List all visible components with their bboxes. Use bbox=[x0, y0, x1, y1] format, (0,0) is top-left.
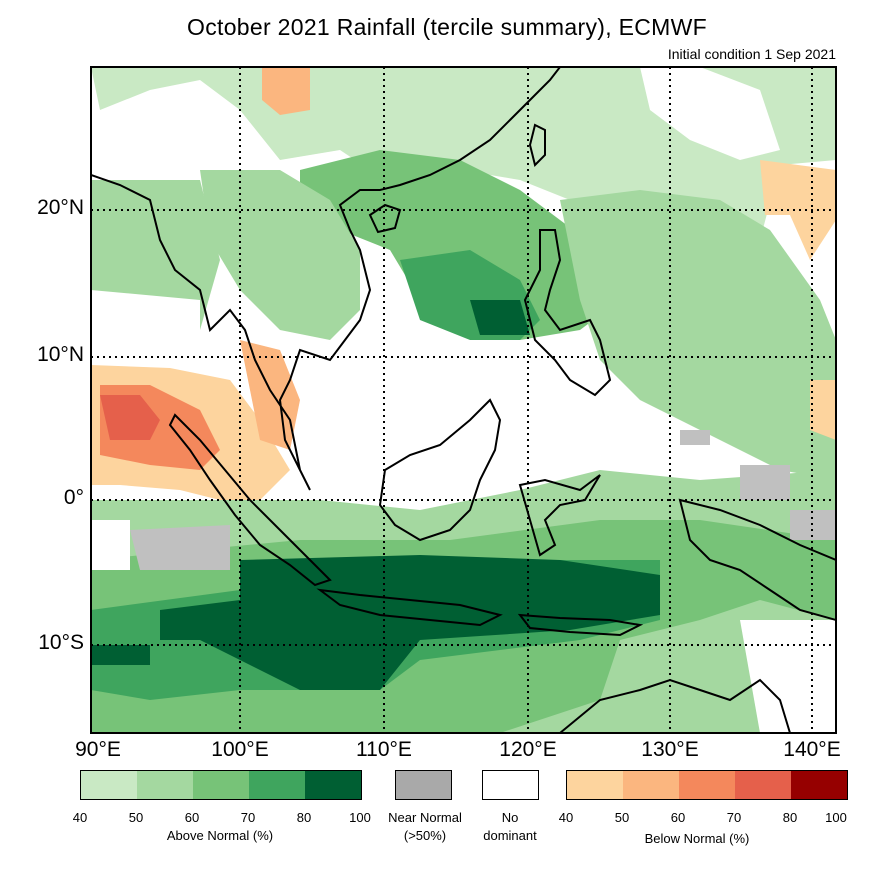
legend-above-cell-60 bbox=[193, 771, 249, 799]
field-orange-north bbox=[262, 67, 310, 115]
field-white-north bbox=[640, 67, 780, 160]
legend-above-tick: 70 bbox=[240, 810, 256, 825]
legend-below-cell-70 bbox=[735, 771, 791, 799]
legend-above-tick: 40 bbox=[72, 810, 88, 825]
legend-above-tick: 100 bbox=[349, 810, 371, 825]
lon-label-130e: 130°E bbox=[641, 738, 699, 761]
legend-below-colorbar bbox=[566, 770, 848, 800]
legend-below-cell-40 bbox=[567, 771, 623, 799]
legend-above-tick: 60 bbox=[184, 810, 200, 825]
field-white-west bbox=[91, 290, 200, 350]
field-grey-1 bbox=[130, 525, 230, 570]
lat-label-20n: 20°N bbox=[37, 196, 84, 219]
legend-near-caption-1: Near Normal bbox=[388, 810, 462, 825]
field-orange-malaya bbox=[240, 340, 300, 450]
legend-none-caption-1: No bbox=[501, 810, 519, 825]
legend-above-colorbar bbox=[80, 770, 362, 800]
legend-below-tick: 100 bbox=[825, 810, 847, 825]
field-south-dark bbox=[160, 555, 660, 690]
legend-below-tick: 40 bbox=[558, 810, 574, 825]
lon-label-110e: 110°E bbox=[356, 738, 412, 761]
lon-label-90e: 90°E bbox=[75, 738, 121, 761]
legend-above-tick: 50 bbox=[128, 810, 144, 825]
legend-below-tick: 80 bbox=[782, 810, 798, 825]
legend-above-tick: 80 bbox=[296, 810, 312, 825]
field-east-green bbox=[560, 190, 836, 480]
lat-label-10s: 10°S bbox=[38, 631, 84, 654]
legend-above-cell-50 bbox=[137, 771, 193, 799]
field-white-sw bbox=[91, 520, 130, 570]
legend-below-cell-80 bbox=[791, 771, 847, 799]
legend-above-cell-40 bbox=[81, 771, 137, 799]
legend-below-tick: 70 bbox=[726, 810, 742, 825]
field-orange-west-3 bbox=[100, 395, 160, 440]
legend-none-swatch bbox=[482, 770, 539, 800]
lon-label-100e: 100°E bbox=[211, 738, 269, 761]
map-subtitle: Initial condition 1 Sep 2021 bbox=[667, 46, 836, 62]
legend-below-cell-60 bbox=[679, 771, 735, 799]
field-north-green-2 bbox=[300, 150, 620, 340]
legend-below-caption: Below Normal (%) bbox=[644, 831, 750, 846]
coastlines bbox=[91, 67, 836, 733]
map-frame bbox=[90, 66, 837, 734]
field-orange-east bbox=[760, 160, 836, 260]
legend-above-cell-70 bbox=[249, 771, 305, 799]
legend-above-caption: Above Normal (%) bbox=[166, 828, 274, 843]
field-white-center bbox=[300, 340, 500, 480]
field-scs-dark bbox=[470, 300, 530, 335]
legend-below-tick: 60 bbox=[670, 810, 686, 825]
field-grey-2 bbox=[740, 465, 790, 500]
lat-label-10n: 10°N bbox=[37, 343, 84, 366]
legend-near-swatch bbox=[395, 770, 452, 800]
lon-label-120e: 120°E bbox=[499, 738, 557, 761]
lat-label-0: 0° bbox=[63, 486, 84, 509]
legend-below-tick: 50 bbox=[614, 810, 630, 825]
field-southwest-dark bbox=[91, 645, 150, 665]
map-title: October 2021 Rainfall (tercile summary),… bbox=[187, 14, 707, 40]
lon-label-140e: 140°E bbox=[783, 738, 841, 761]
legend-none-caption-2: dominant bbox=[483, 828, 537, 843]
legend-near-caption-2: (>50%) bbox=[403, 828, 447, 843]
field-orange-east-2 bbox=[810, 380, 836, 440]
legend-above-cell-80 bbox=[305, 771, 361, 799]
graticule bbox=[91, 67, 836, 733]
legend-below-cell-50 bbox=[623, 771, 679, 799]
